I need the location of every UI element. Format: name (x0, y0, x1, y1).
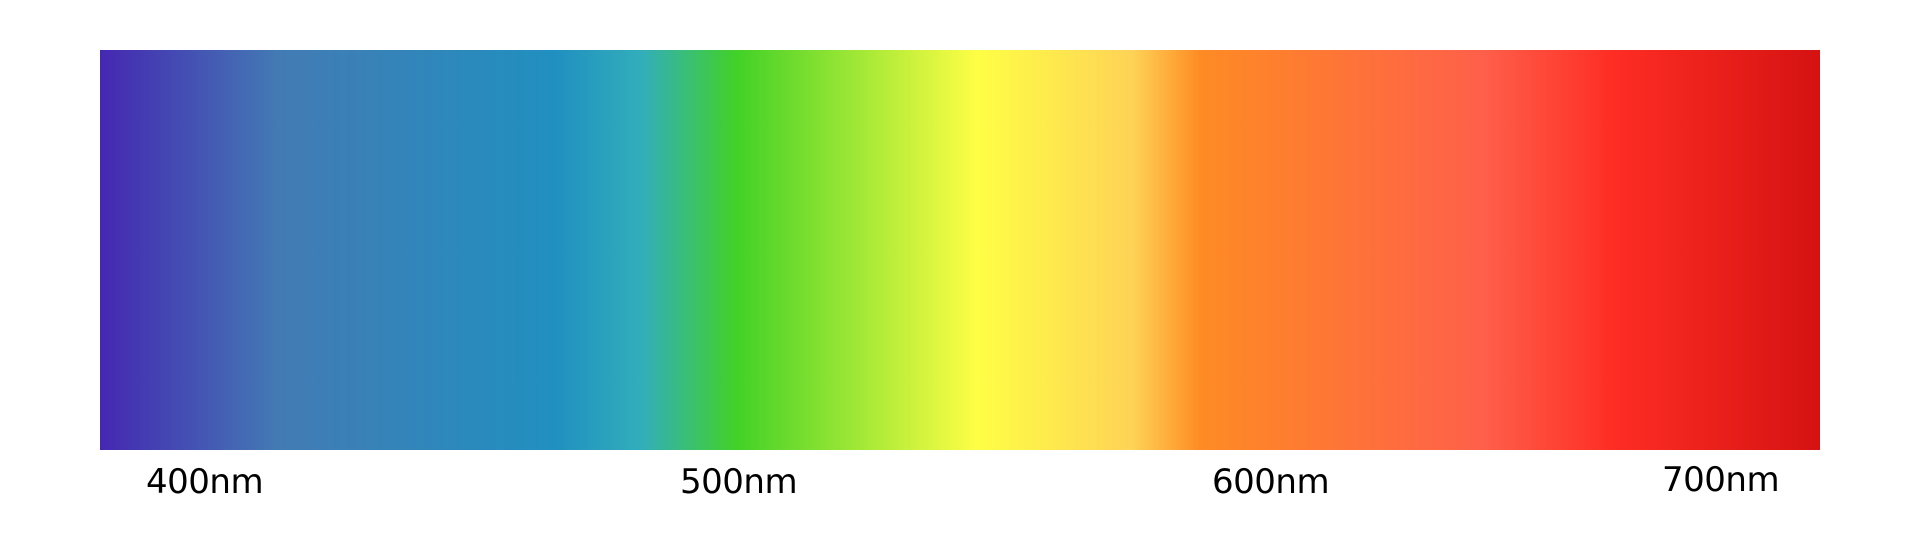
wavelength-label-500: 500nm (680, 462, 798, 502)
wavelength-label-600: 600nm (1212, 462, 1330, 502)
wavelength-label-700: 700nm (1662, 460, 1780, 500)
wavelength-label-400: 400nm (146, 462, 264, 502)
visible-spectrum-bar (100, 50, 1820, 450)
